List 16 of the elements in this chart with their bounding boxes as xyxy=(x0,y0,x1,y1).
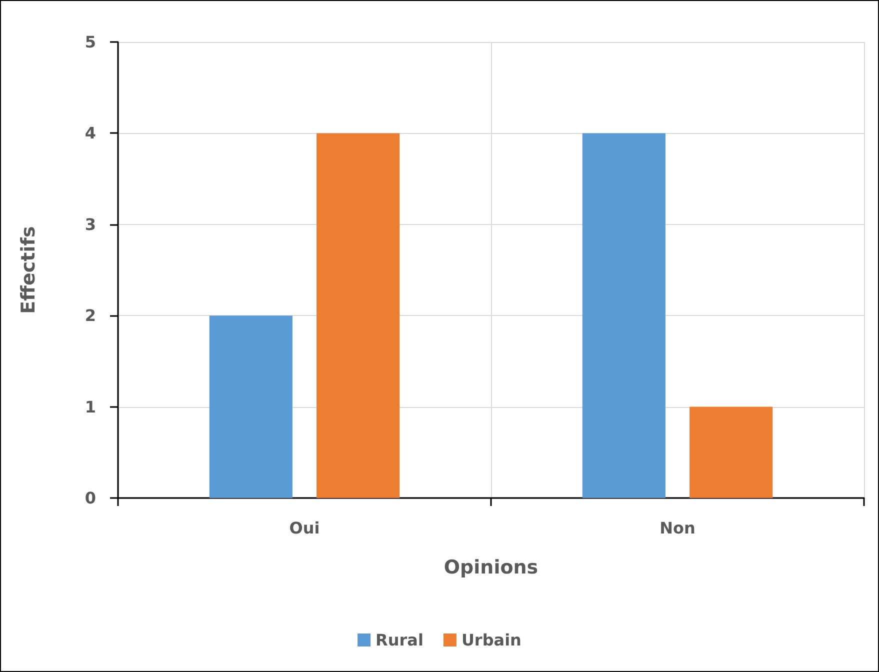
y-tick-label: 2 xyxy=(84,306,96,326)
bar xyxy=(582,133,666,498)
y-tick-label: 5 xyxy=(84,32,96,52)
x-tick-label: Oui xyxy=(289,518,320,538)
y-axis-title: Effectifs xyxy=(18,226,40,314)
legend-label: Urbain xyxy=(461,630,522,650)
x-tick-label: Non xyxy=(660,518,696,538)
bar xyxy=(209,316,292,498)
bar xyxy=(316,133,400,498)
legend-label: Rural xyxy=(376,630,424,650)
y-tick-label: 1 xyxy=(84,397,96,416)
y-tick-label: 4 xyxy=(84,124,96,143)
y-tick-label: 0 xyxy=(84,488,96,508)
y-tick-label: 3 xyxy=(84,214,96,234)
x-axis-title: Opinions xyxy=(444,556,538,578)
bar xyxy=(690,406,773,498)
